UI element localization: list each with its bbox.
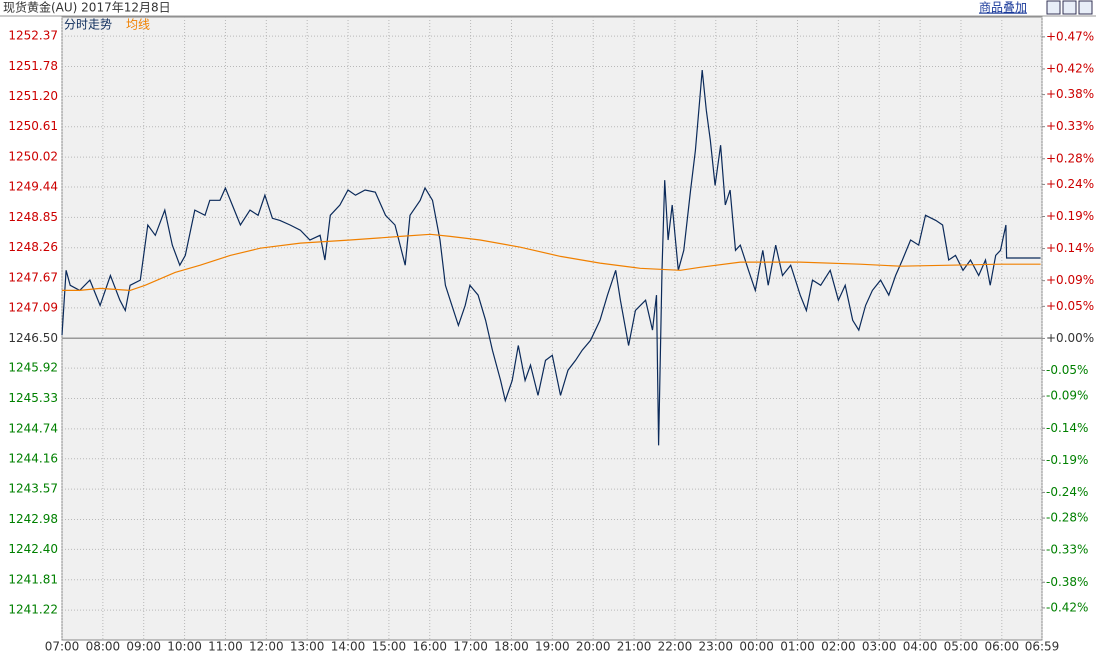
y-tick-label: 1245.33 bbox=[8, 391, 58, 405]
y-tick-label: 1243.57 bbox=[8, 482, 58, 496]
y-tick-label: 1248.26 bbox=[8, 240, 58, 254]
y2-tick-label: +0.19% bbox=[1046, 209, 1094, 223]
y-tick-label: 1242.40 bbox=[8, 542, 58, 556]
y2-tick-label: -0.38% bbox=[1046, 575, 1088, 589]
series-line bbox=[62, 233, 1041, 292]
y2-tick-label: +0.47% bbox=[1046, 29, 1094, 43]
x-tick-label: 17:00 bbox=[453, 640, 488, 654]
x-tick-label: 10:00 bbox=[167, 640, 202, 654]
x-tick-label: 02:00 bbox=[821, 640, 856, 654]
y2-tick-label: -0.05% bbox=[1046, 363, 1088, 377]
x-tick-label: 11:00 bbox=[208, 640, 243, 654]
x-tick-label: 23:00 bbox=[698, 640, 733, 654]
y2-tick-label: -0.09% bbox=[1046, 389, 1088, 403]
y2-tick-label: +0.09% bbox=[1046, 273, 1094, 287]
x-tick-label: 03:00 bbox=[862, 640, 897, 654]
y2-tick-label: +0.24% bbox=[1046, 177, 1094, 191]
x-tick-label: 13:00 bbox=[290, 640, 325, 654]
x-tick-label: 12:00 bbox=[249, 640, 284, 654]
legend-label: 均线 bbox=[126, 18, 150, 32]
y2-tick-label: +0.05% bbox=[1046, 299, 1094, 313]
x-tick-label: 16:00 bbox=[412, 640, 447, 654]
y-tick-label: 1252.37 bbox=[8, 29, 58, 43]
x-tick-label: 07:00 bbox=[45, 640, 80, 654]
top-bar bbox=[0, 0, 1096, 16]
icon-right[interactable] bbox=[1062, 0, 1077, 15]
icon-left[interactable] bbox=[1046, 0, 1061, 15]
y2-tick-label: +0.42% bbox=[1046, 61, 1094, 75]
y-tick-label: 1251.78 bbox=[8, 59, 58, 73]
y2-tick-label: -0.33% bbox=[1046, 543, 1088, 557]
chart-title: 现货黄金(AU) 2017年12月8日 bbox=[3, 0, 171, 15]
x-tick-label: 06:59 bbox=[1025, 640, 1060, 654]
y2-tick-label: +0.38% bbox=[1046, 87, 1094, 101]
y2-tick-label: +0.14% bbox=[1046, 241, 1094, 255]
y2-tick-label: +0.00% bbox=[1046, 331, 1094, 345]
x-tick-label: 01:00 bbox=[780, 640, 815, 654]
x-tick-label: 21:00 bbox=[617, 640, 652, 654]
y2-tick-label: -0.28% bbox=[1046, 511, 1088, 525]
y-tick-label: 1247.67 bbox=[8, 271, 58, 285]
y-tick-label: 1248.85 bbox=[8, 210, 58, 224]
x-tick-label: 15:00 bbox=[372, 640, 407, 654]
series-line bbox=[61, 70, 1041, 446]
icon-expand[interactable] bbox=[1078, 0, 1093, 15]
x-tick-label: 19:00 bbox=[535, 640, 570, 654]
y-tick-label: 1246.50 bbox=[8, 331, 58, 345]
y-tick-label: 1244.16 bbox=[8, 451, 58, 465]
x-tick-label: 04:00 bbox=[903, 640, 938, 654]
x-tick-label: 14:00 bbox=[331, 640, 366, 654]
overlay-button[interactable]: 商品叠加 bbox=[979, 0, 1027, 15]
y-tick-label: 1247.09 bbox=[8, 300, 58, 314]
legend: 分时走势 均线 bbox=[64, 18, 150, 32]
y-tick-label: 1241.81 bbox=[8, 572, 58, 586]
x-tick-label: 08:00 bbox=[86, 640, 121, 654]
x-tick-label: 18:00 bbox=[494, 640, 529, 654]
y2-tick-label: -0.19% bbox=[1046, 453, 1088, 467]
nav-icons bbox=[1046, 0, 1093, 15]
x-tick-label: 20:00 bbox=[576, 640, 611, 654]
x-tick-label: 00:00 bbox=[739, 640, 774, 654]
y-tick-label: 1244.74 bbox=[8, 421, 58, 435]
x-tick-label: 22:00 bbox=[658, 640, 693, 654]
y2-tick-label: -0.42% bbox=[1046, 600, 1088, 614]
y-tick-label: 1245.92 bbox=[8, 361, 58, 375]
y-tick-label: 1249.44 bbox=[8, 179, 58, 193]
x-tick-label: 06:00 bbox=[985, 640, 1020, 654]
x-tick-label: 05:00 bbox=[944, 640, 979, 654]
x-tick-label: 09:00 bbox=[126, 640, 161, 654]
y2-tick-label: -0.24% bbox=[1046, 485, 1088, 499]
y2-tick-label: -0.14% bbox=[1046, 421, 1088, 435]
y2-tick-label: +0.28% bbox=[1046, 151, 1094, 165]
y-tick-label: 1250.61 bbox=[8, 119, 58, 133]
legend-label: 分时走势 bbox=[64, 18, 112, 32]
y-tick-label: 1242.98 bbox=[8, 512, 58, 526]
y-tick-label: 1241.22 bbox=[8, 603, 58, 617]
y2-tick-label: +0.33% bbox=[1046, 119, 1094, 133]
y-tick-label: 1250.02 bbox=[8, 150, 58, 164]
y-tick-label: 1251.20 bbox=[8, 89, 58, 103]
